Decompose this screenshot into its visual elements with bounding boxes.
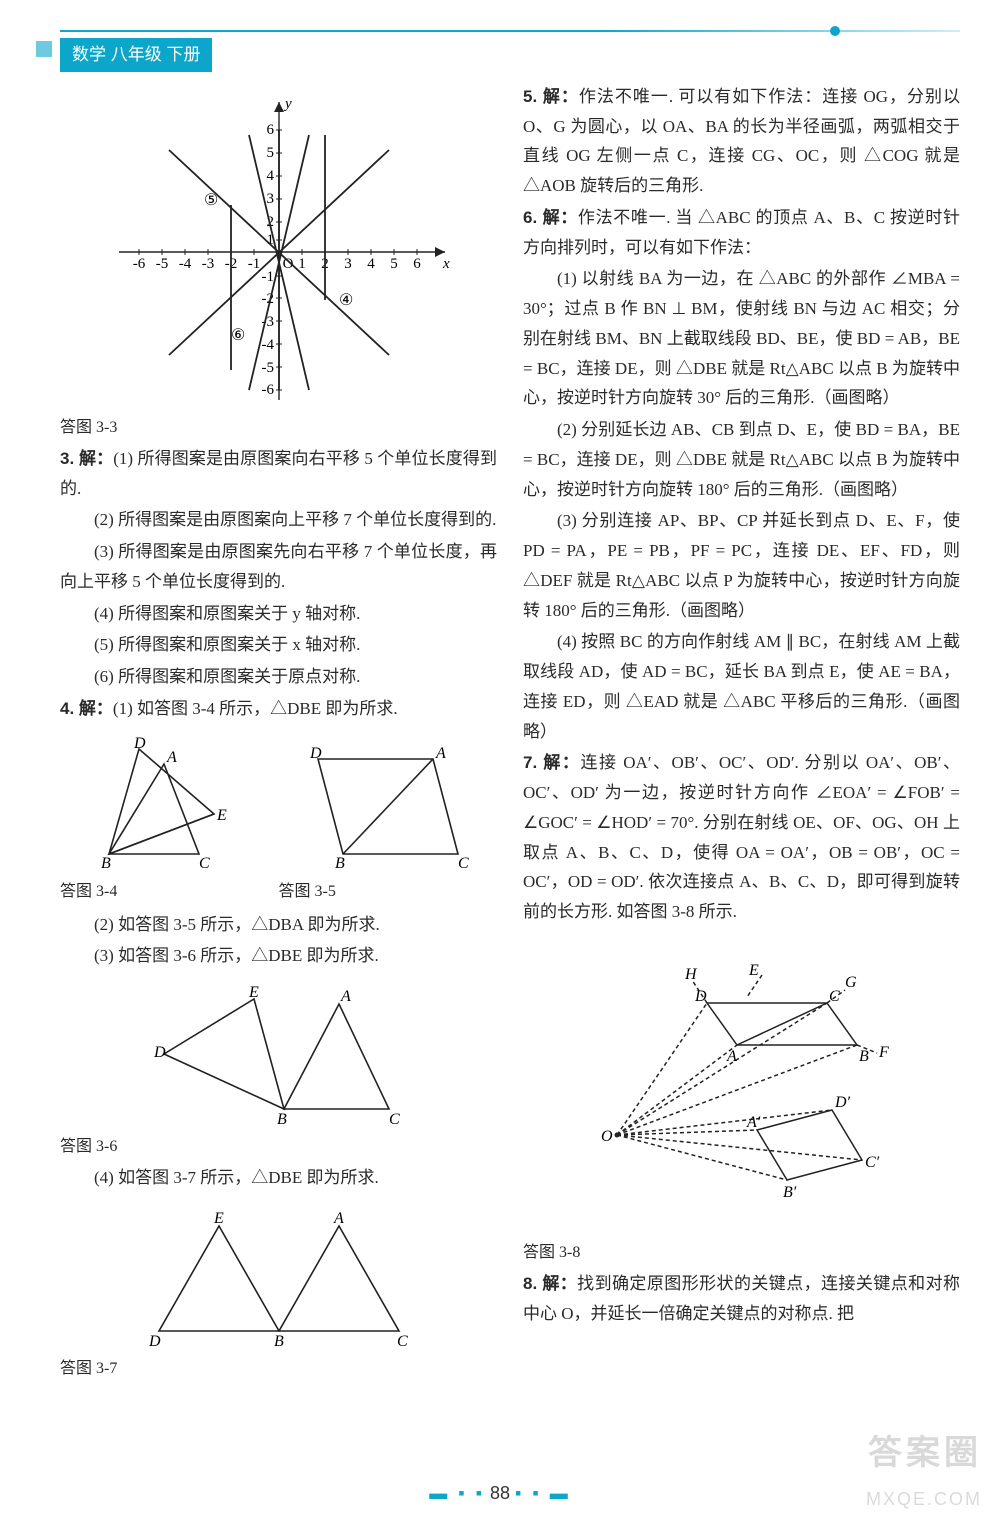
q4-p2: (2) 如答图 3-5 所示，△DBA 即为所求.: [60, 910, 497, 940]
label-circle6: ⑥: [231, 327, 245, 344]
svg-text:-1: -1: [247, 256, 260, 272]
svg-text:4: 4: [266, 168, 274, 184]
q3-p5: (5) 所得图案和原图案关于 x 轴对称.: [60, 630, 497, 660]
label-circle4: ④: [339, 292, 353, 309]
svg-text:E: E: [213, 1210, 224, 1227]
svg-text:D: D: [148, 1333, 161, 1350]
label-circle5: ⑤: [204, 192, 218, 209]
svg-text:1: 1: [298, 256, 306, 272]
svg-text:O: O: [601, 1128, 613, 1145]
figure-3-8: HE G DC F AB O D′A′ C′B′ 答图 3-8: [523, 935, 960, 1267]
svg-text:A: A: [726, 1048, 737, 1065]
svg-text:4: 4: [367, 256, 375, 272]
svg-text:5: 5: [266, 145, 274, 161]
svg-text:H: H: [684, 966, 698, 983]
svg-text:y: y: [283, 96, 292, 112]
svg-text:A: A: [340, 988, 351, 1005]
svg-text:B: B: [859, 1048, 869, 1065]
svg-text:D′: D′: [834, 1094, 851, 1111]
svg-text:-4: -4: [178, 256, 191, 272]
svg-text:B: B: [274, 1333, 284, 1350]
svg-text:D: D: [133, 735, 146, 752]
fig33-caption: 答图 3-3: [60, 414, 497, 442]
svg-text:D: D: [153, 1044, 166, 1061]
svg-text:-1: -1: [261, 269, 274, 285]
svg-text:G: G: [845, 974, 857, 991]
svg-text:B′: B′: [783, 1184, 797, 1201]
svg-text:-3: -3: [201, 256, 214, 272]
figure-3-6: EA DBC 答图 3-6: [60, 979, 497, 1161]
figure-3-7: EA DBC 答图 3-7: [60, 1201, 497, 1383]
svg-text:C: C: [458, 855, 469, 872]
figure-3-5: DA BC 答图 3-5: [279, 734, 498, 908]
svg-text:6: 6: [266, 122, 274, 138]
q6-intro: 6. 解：作法不唯一. 当 △ABC 的顶点 A、B、C 按逆时针方向排列时，可…: [523, 203, 960, 263]
svg-text:5: 5: [390, 256, 398, 272]
svg-text:-6: -6: [261, 382, 274, 398]
svg-text:E: E: [748, 962, 759, 979]
figure-3-3: -6-5-4 -3-2-1 O 123 456 654 321 -1-2-3 -…: [60, 90, 497, 410]
q6-p2: (2) 分别延长边 AB、CB 到点 D、E，使 BD = BA，BE = BC…: [523, 415, 960, 504]
q4-p4: (4) 如答图 3-7 所示，△DBE 即为所求.: [60, 1163, 497, 1193]
svg-text:C: C: [397, 1333, 408, 1350]
page-title: 数学 八年级 下册: [60, 38, 212, 72]
svg-text:-5: -5: [155, 256, 168, 272]
svg-text:F: F: [878, 1044, 889, 1061]
svg-text:B: B: [101, 855, 111, 872]
q6-p1: (1) 以射线 BA 为一边，在 △ABC 的外部作 ∠MBA = 30°；过点…: [523, 264, 960, 413]
q3-p1: 3. 解：(1) 所得图案是由原图案向右平移 5 个单位长度得到的.: [60, 444, 497, 504]
header: 数学 八年级 下册: [60, 38, 960, 72]
q3-p4: (4) 所得图案和原图案关于 y 轴对称.: [60, 599, 497, 629]
svg-text:D: D: [309, 745, 322, 762]
svg-text:-6: -6: [132, 256, 145, 272]
svg-text:C: C: [829, 988, 840, 1005]
svg-text:3: 3: [344, 256, 352, 272]
q6-p4: (4) 按照 BC 的方向作射线 AM ∥ BC，在射线 AM 上截取线段 AD…: [523, 627, 960, 746]
page-number: ▬ ▪ ▪ 88 ▪ ▪ ▬: [0, 1478, 1000, 1510]
q7: 7. 解：连接 OA′、OB′、OC′、OD′. 分别以 OA′、OB′、OC′…: [523, 748, 960, 927]
svg-text:A: A: [333, 1210, 344, 1227]
figure-3-4: DA EBC 答图 3-4: [60, 734, 279, 908]
q4-p1: 4. 解：(1) 如答图 3-4 所示，△DBE 即为所求.: [60, 694, 497, 724]
svg-text:-4: -4: [261, 337, 274, 353]
svg-text:x: x: [442, 256, 450, 272]
svg-text:D: D: [694, 988, 707, 1005]
svg-text:E: E: [216, 807, 227, 824]
right-column: 5. 解：作法不唯一. 可以有如下作法：连接 OG，分别以 O、G 为圆心，以 …: [523, 82, 960, 1385]
left-column: -6-5-4 -3-2-1 O 123 456 654 321 -1-2-3 -…: [60, 82, 497, 1385]
svg-text:A: A: [435, 745, 446, 762]
header-rule: [60, 30, 960, 32]
q6-p3: (3) 分别连接 AP、BP、CP 并延长到点 D、E、F，使 PD = PA，…: [523, 506, 960, 625]
q5: 5. 解：作法不唯一. 可以有如下作法：连接 OG，分别以 O、G 为圆心，以 …: [523, 82, 960, 201]
svg-text:C: C: [389, 1111, 400, 1128]
q3-p2: (2) 所得图案是由原图案向上平移 7 个单位长度得到的.: [60, 505, 497, 535]
svg-text:B: B: [277, 1111, 287, 1128]
svg-text:C′: C′: [865, 1154, 880, 1171]
svg-text:C: C: [199, 855, 210, 872]
svg-text:A′: A′: [746, 1114, 761, 1131]
q4-p3: (3) 如答图 3-6 所示，△DBE 即为所求.: [60, 941, 497, 971]
q3-p3: (3) 所得图案是由原图案先向右平移 7 个单位长度，再向上平移 5 个单位长度…: [60, 537, 497, 597]
svg-text:A: A: [166, 749, 177, 766]
svg-text:-5: -5: [261, 360, 274, 376]
svg-text:B: B: [335, 855, 345, 872]
q8: 8. 解：找到确定原图形形状的关键点，连接关键点和对称中心 O，并延长一倍确定关…: [523, 1269, 960, 1329]
svg-text:3: 3: [266, 191, 274, 207]
svg-text:E: E: [248, 984, 259, 1001]
q3-p6: (6) 所得图案和原图案关于原点对称.: [60, 662, 497, 692]
svg-text:6: 6: [413, 256, 421, 272]
